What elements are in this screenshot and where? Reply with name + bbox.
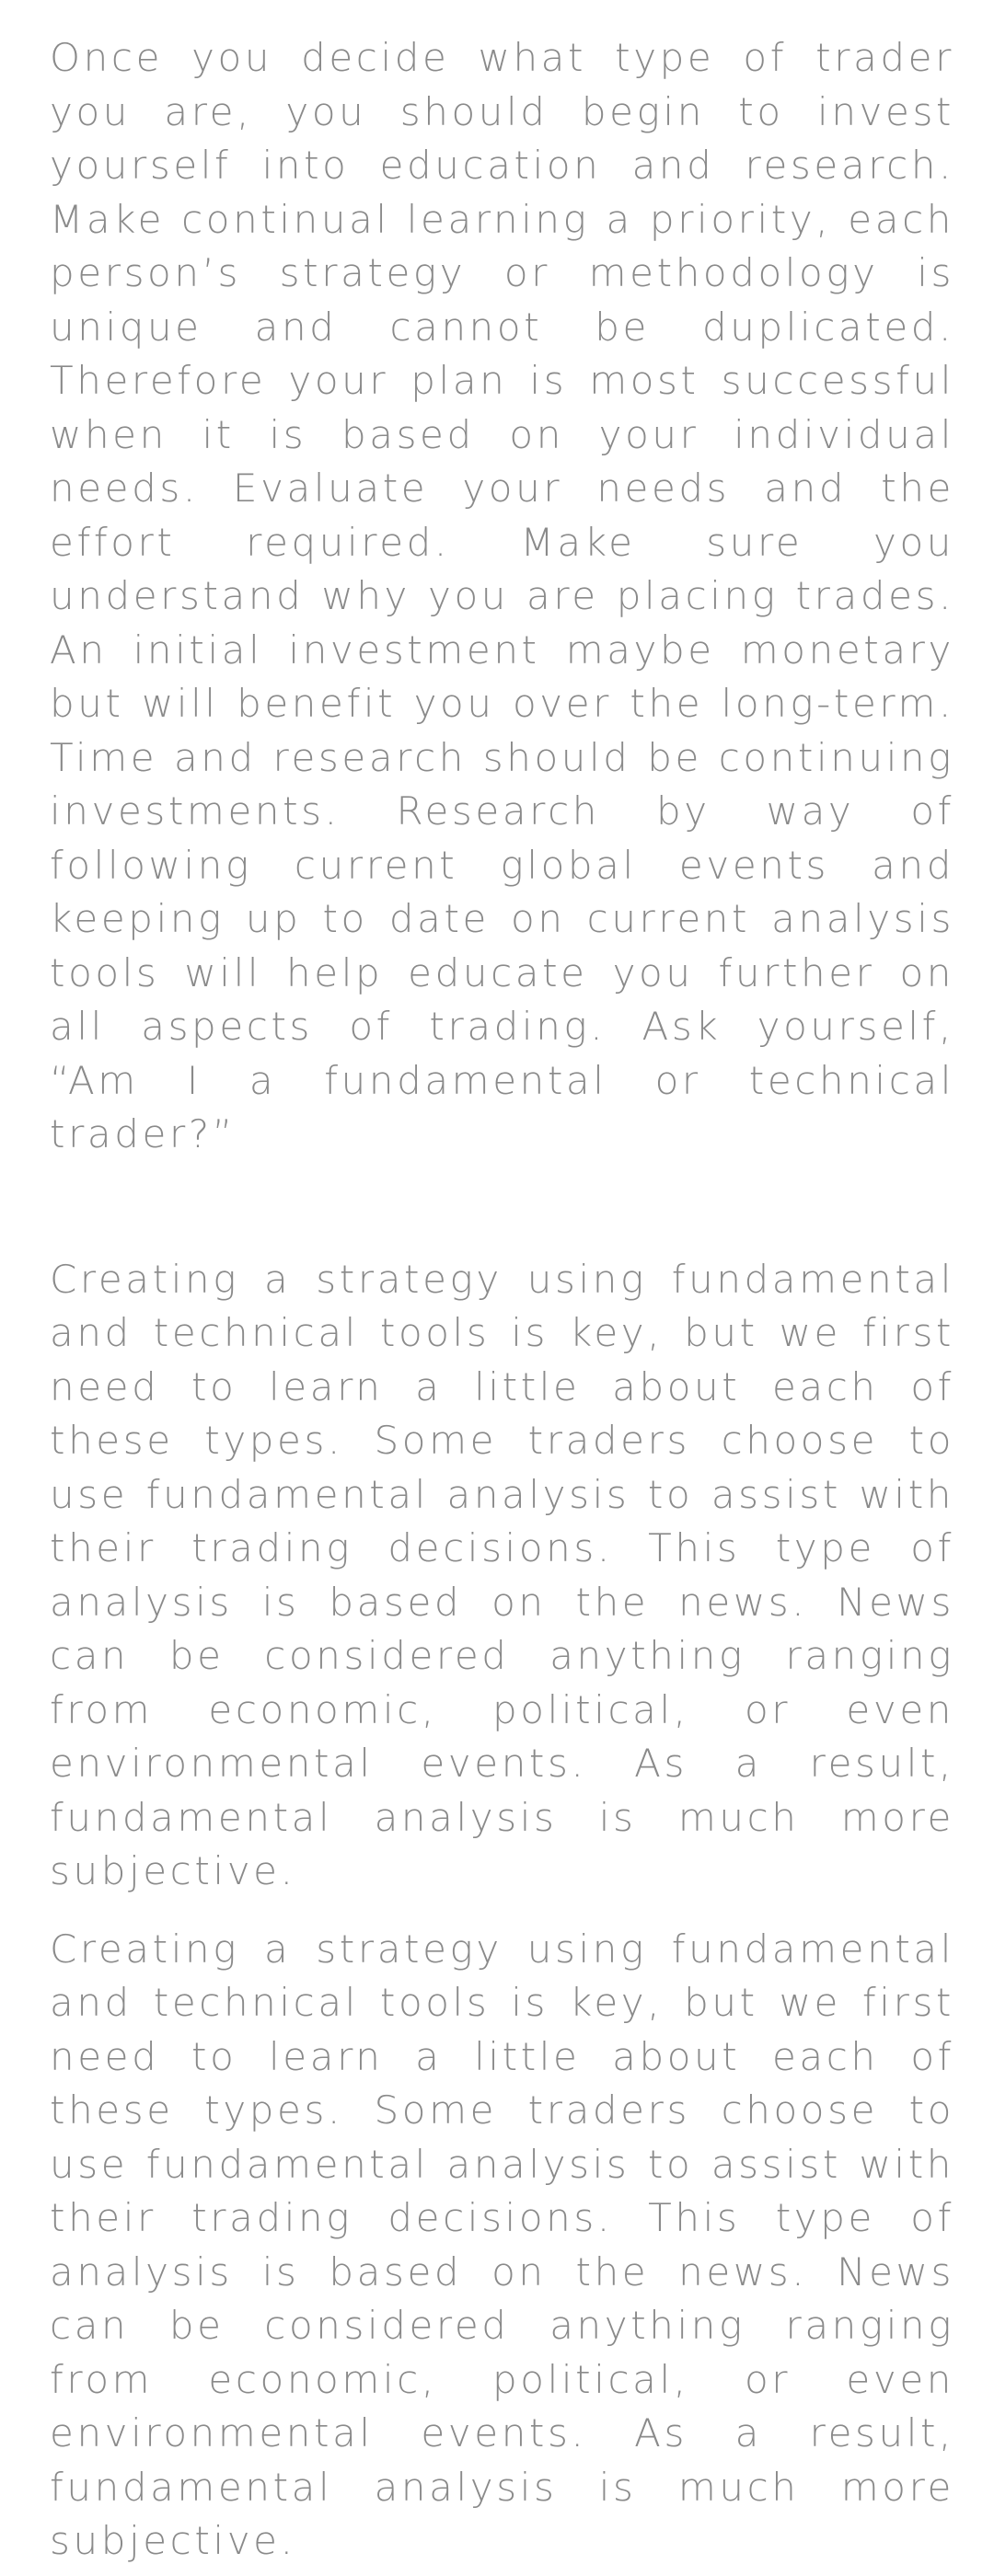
article-body: Once you decide what type of trader you …	[50, 31, 954, 2569]
paragraph-fundamental-technical: Creating a strategy using fundamental an…	[50, 1256, 954, 1894]
paragraph-fundamental-technical-repeat: Creating a strategy using fundamental an…	[50, 1926, 954, 2564]
paragraph-trader-education: Once you decide what type of trader you …	[50, 35, 954, 1156]
